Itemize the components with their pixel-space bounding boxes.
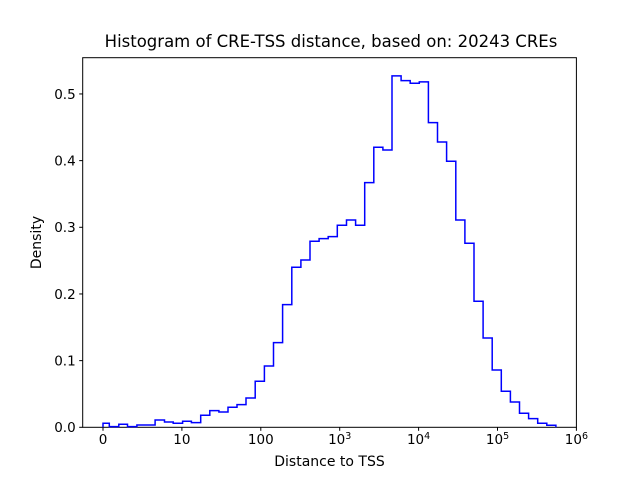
- x-tick-label: 100: [248, 432, 274, 448]
- y-tick-label: 0.5: [54, 87, 75, 103]
- x-axis-label: Distance to TSS: [274, 454, 385, 470]
- histogram-step-line: [102, 75, 557, 428]
- x-tick-label: 104: [407, 431, 430, 448]
- x-axis-ticks: 0 10 100 103 104 105 106: [99, 427, 588, 448]
- x-tick-label: 106: [565, 431, 588, 448]
- y-axis-label: Density: [29, 216, 45, 269]
- y-axis-ticks: 0.0 0.1 0.2 0.3 0.4 0.5: [54, 87, 83, 436]
- plot-area: [82, 57, 577, 428]
- y-tick-label: 0.4: [54, 153, 75, 169]
- y-tick-label: 0.2: [54, 287, 75, 303]
- x-tick-label: 105: [486, 431, 509, 448]
- y-tick-label: 0.3: [54, 220, 75, 236]
- y-tick-label: 0.1: [54, 353, 75, 369]
- chart-title: Histogram of CRE-TSS distance, based on:…: [105, 32, 558, 51]
- x-tick-label: 10: [173, 432, 190, 448]
- x-tick-label: 0: [99, 432, 108, 448]
- y-tick-label: 0.0: [54, 420, 75, 436]
- x-tick-label: 103: [328, 431, 351, 448]
